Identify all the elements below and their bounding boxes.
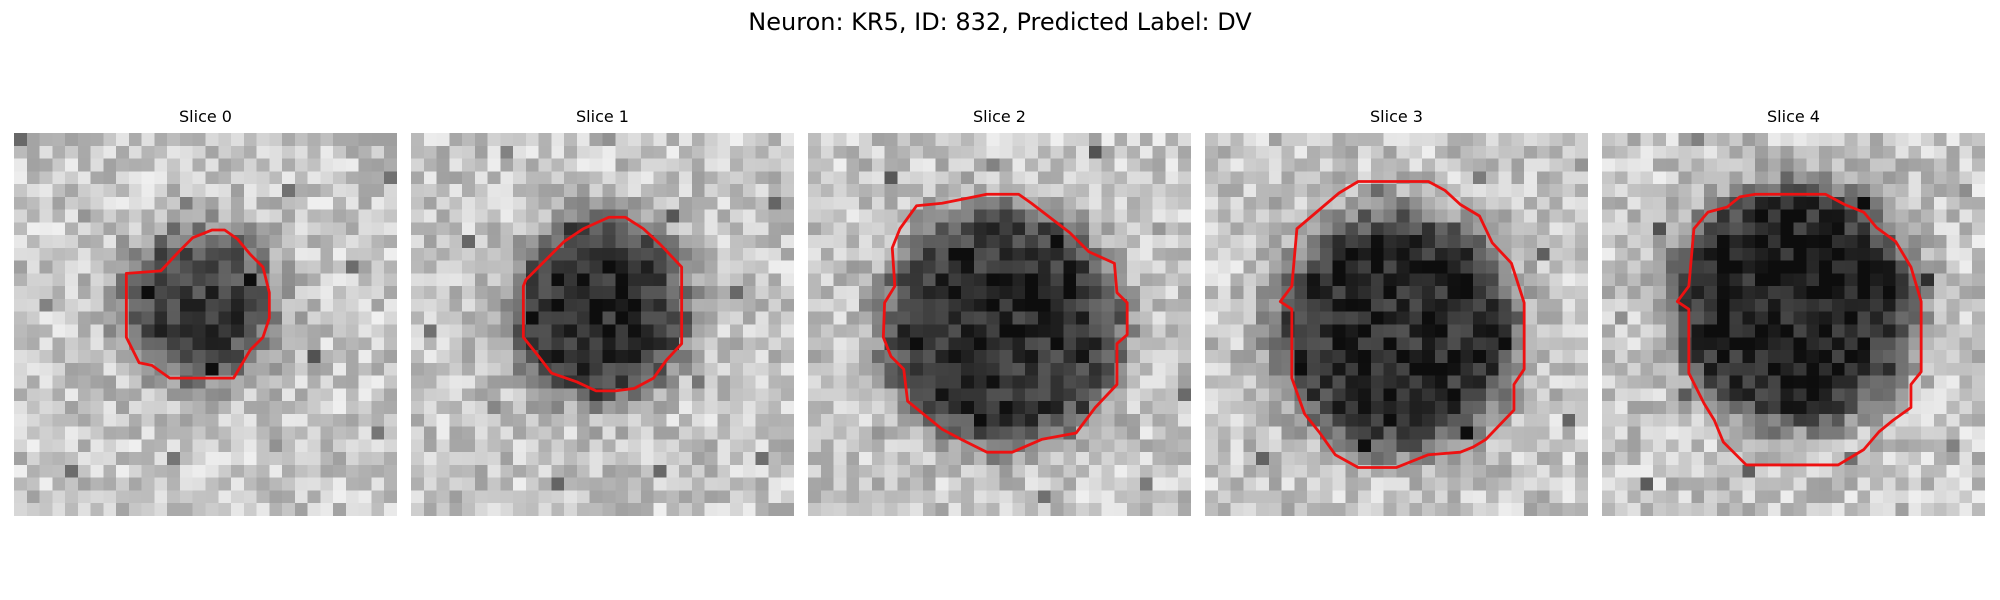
neuron-contour-0 xyxy=(124,228,271,380)
slice-panel-3: Slice 3 xyxy=(1205,107,1588,516)
slice-image-3 xyxy=(1205,133,1588,516)
neuron-contour-4 xyxy=(1675,192,1923,467)
slice-image-0 xyxy=(14,133,397,516)
slice-title-3: Slice 3 xyxy=(1370,107,1423,126)
slice-image-2 xyxy=(808,133,1191,516)
slice-panel-2: Slice 2 xyxy=(808,107,1191,516)
slice-image-4 xyxy=(1602,133,1985,516)
slice-title-4: Slice 4 xyxy=(1767,107,1820,126)
slice-panel-1: Slice 1 xyxy=(411,107,794,516)
slice-title-1: Slice 1 xyxy=(576,107,629,126)
neuron-contour-1 xyxy=(521,215,684,393)
slice-title-2: Slice 2 xyxy=(973,107,1026,126)
slice-image-1 xyxy=(411,133,794,516)
figure-title: Neuron: KR5, ID: 832, Predicted Label: D… xyxy=(748,8,1252,36)
slice-panel-4: Slice 4 xyxy=(1602,107,1985,516)
slice-panel-0: Slice 0 xyxy=(14,107,397,516)
neuron-contour-3 xyxy=(1278,180,1526,469)
neuron-contour-2 xyxy=(881,192,1129,454)
slice-title-0: Slice 0 xyxy=(179,107,232,126)
